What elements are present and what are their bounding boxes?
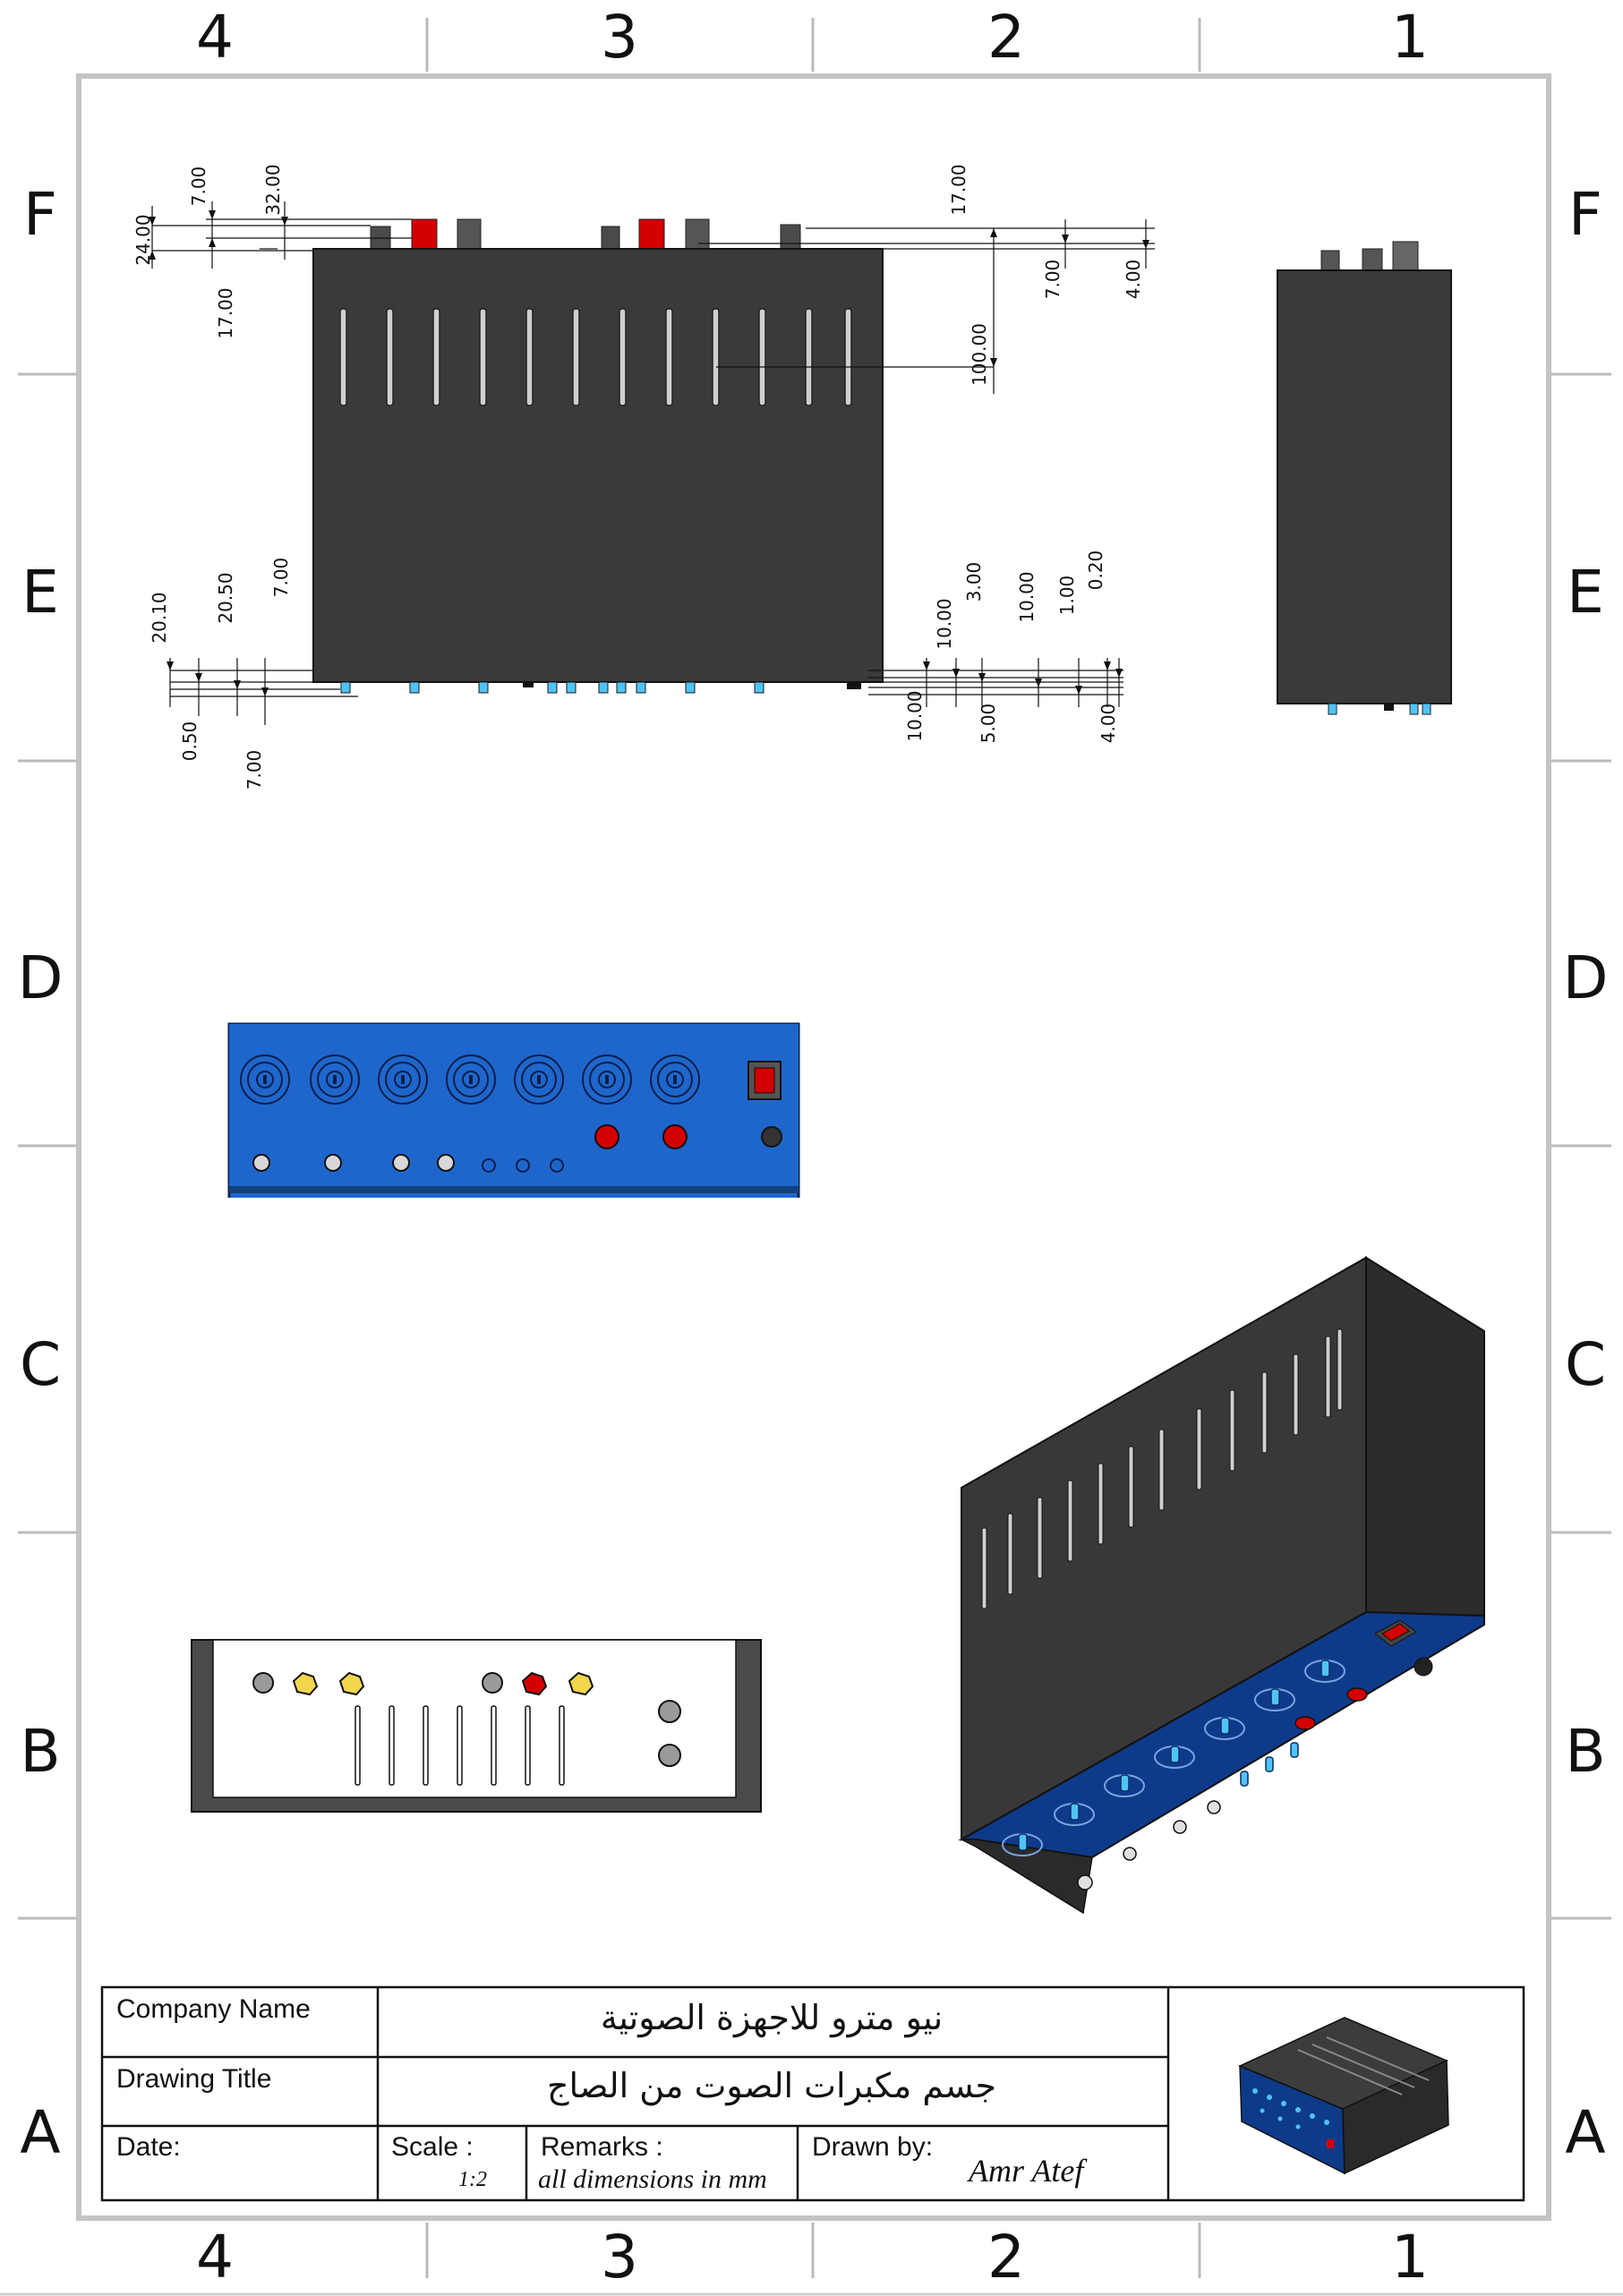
row-label: D <box>1562 943 1609 1012</box>
rear-panel-view <box>227 1022 800 1198</box>
column-label: 3 <box>601 3 638 72</box>
row-label: E <box>1567 558 1604 627</box>
row-label: F <box>1568 180 1602 249</box>
column-label: 4 <box>196 3 234 72</box>
column-label: 1 <box>1391 2223 1429 2292</box>
thumbnail-isometric <box>1238 2017 1449 2175</box>
drawn-by-value: Amr Atef <box>969 2153 1084 2189</box>
top-connectors <box>370 218 801 250</box>
row-label: C <box>1564 1330 1607 1399</box>
iso-power-switch <box>1374 1619 1417 1647</box>
speaker-terminals <box>240 1054 700 1105</box>
company-name-value: نيو مترو للاجهزة الصوتية <box>600 1998 944 2037</box>
column-label: 3 <box>601 2223 638 2292</box>
remarks-value: all dimensions in mm <box>538 2164 767 2194</box>
side-view <box>1277 241 1452 715</box>
company-name-label: Company Name <box>116 1994 311 2024</box>
drawing-title-value: جسم مكبرات الصوت من الصاج <box>546 2066 997 2105</box>
column-label: 2 <box>987 2223 1025 2292</box>
row-label: B <box>20 1717 61 1786</box>
drawn-by-label: Drawn by: <box>812 2132 934 2162</box>
row-label: F <box>23 180 57 249</box>
row-label: D <box>17 943 64 1012</box>
isometric-view <box>958 1256 1485 1915</box>
row-label: C <box>19 1330 62 1399</box>
date-label: Date: <box>116 2132 181 2162</box>
column-label: 4 <box>196 2223 234 2292</box>
remarks-label: Remarks : <box>541 2132 663 2162</box>
scale-label: Scale : <box>391 2132 474 2162</box>
drawing-title-label: Drawing Title <box>116 2064 272 2094</box>
top-view <box>149 201 1155 725</box>
row-label: A <box>1565 2098 1606 2167</box>
power-switch <box>747 1061 782 1100</box>
column-label: 1 <box>1391 3 1429 72</box>
row-label: E <box>21 558 59 627</box>
row-label: A <box>20 2098 61 2167</box>
scale-value: 1:2 <box>458 2168 487 2191</box>
row-label: B <box>1565 1717 1606 1786</box>
top-panel-view <box>191 1639 762 1813</box>
column-label: 2 <box>987 3 1025 72</box>
